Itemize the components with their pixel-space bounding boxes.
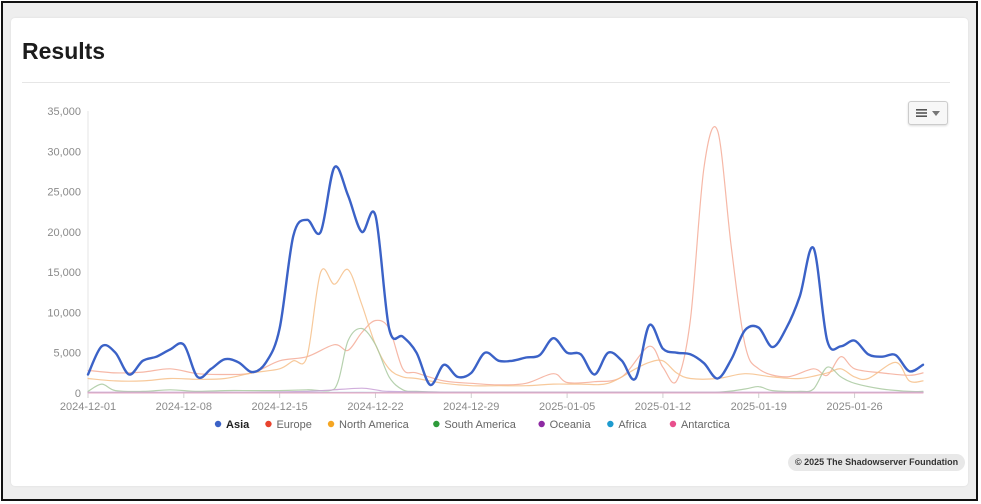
legend-item-oceania[interactable]: Oceania xyxy=(538,419,592,431)
legend-dot xyxy=(327,420,335,428)
legend-dot xyxy=(265,420,272,428)
legend-label: Antarctica xyxy=(681,419,731,431)
chart-menu-button[interactable] xyxy=(908,101,948,125)
legend-item-antarctica[interactable]: Antarctica xyxy=(669,419,731,431)
legend-label: North America xyxy=(339,419,410,431)
y-tick-label: 15,000 xyxy=(47,267,81,279)
copyright-credit[interactable]: © 2025 The Shadowserver Foundation xyxy=(788,454,966,471)
line-chart: 0 5,000 10,000 15,000 20,000 25,000 30,000 35,0… xyxy=(47,106,925,431)
legend-label: Europe xyxy=(276,419,311,431)
x-tick-label: 2024-12-29 xyxy=(443,401,499,413)
x-tick-label: 2025-01-12 xyxy=(635,401,691,413)
series-line-europe xyxy=(87,126,924,386)
y-tick-label: 5,000 xyxy=(53,348,81,360)
legend-item-north-america[interactable]: North America xyxy=(327,419,410,431)
series-line-oceania xyxy=(87,387,924,393)
chevron-down-icon xyxy=(932,110,940,116)
series-line-asia xyxy=(86,165,925,387)
legend-item-asia[interactable]: Asia xyxy=(214,419,250,431)
legend-dot xyxy=(433,420,440,428)
x-tick-label: 2024-12-08 xyxy=(156,401,212,413)
legend-label: Africa xyxy=(618,419,647,431)
y-tick-label: 35,000 xyxy=(47,106,81,118)
legend-label: Oceania xyxy=(550,419,592,431)
legend-dot xyxy=(214,420,222,428)
y-tick-label: 0 xyxy=(75,388,81,400)
page-title: Results xyxy=(22,38,106,64)
x-tick-label: 2025-01-19 xyxy=(731,401,787,413)
legend-dot xyxy=(669,420,677,428)
y-tick-label: 30,000 xyxy=(47,146,81,158)
y-tick-label: 20,000 xyxy=(47,227,81,239)
y-tick-label: 25,000 xyxy=(47,187,81,199)
legend-dot xyxy=(538,420,545,428)
x-tick-label: 2024-12-15 xyxy=(251,401,307,413)
legend-item-south-america[interactable]: South America xyxy=(433,419,517,431)
legend-item-europe[interactable]: Europe xyxy=(265,419,312,431)
x-tick-label: 2025-01-05 xyxy=(539,401,595,413)
menu-icon xyxy=(916,109,927,117)
title-divider xyxy=(22,82,950,83)
results-card: Results 0 5,000 10,000 15,000 20,000 25,000 30… xyxy=(11,18,968,486)
series-line-north-america xyxy=(87,268,924,387)
legend-label: Asia xyxy=(226,419,250,431)
x-tick-label: 2024-12-22 xyxy=(347,401,403,413)
legend-dot xyxy=(607,420,614,428)
x-tick-label: 2024-12-01 xyxy=(60,401,116,413)
x-tick-label: 2025-01-26 xyxy=(826,401,882,413)
legend-label: South America xyxy=(444,419,516,431)
legend-item-africa[interactable]: Africa xyxy=(607,419,647,431)
y-tick-label: 10,000 xyxy=(47,307,81,319)
